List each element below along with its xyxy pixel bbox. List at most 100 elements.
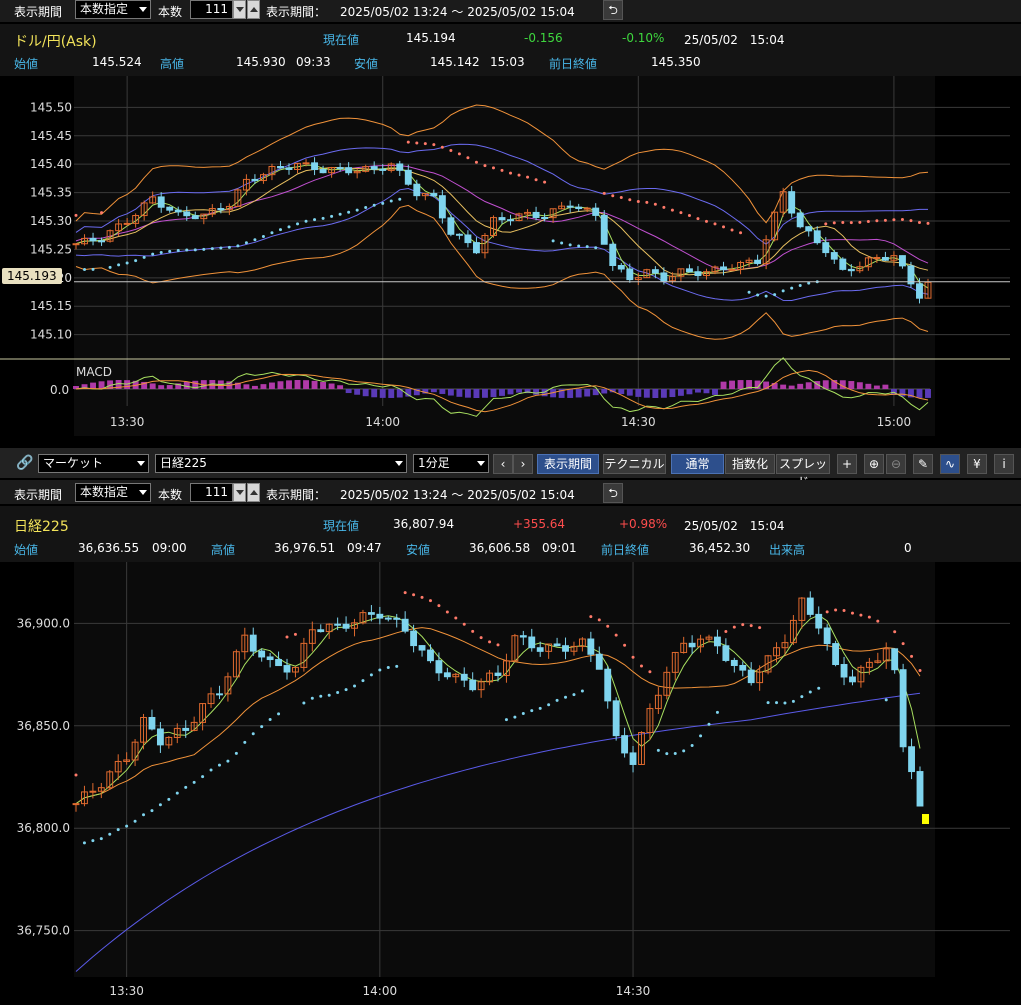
top-count-up-icon[interactable] xyxy=(247,0,260,19)
top-count-down-icon[interactable] xyxy=(233,0,246,19)
parabolic-sar-dot xyxy=(687,213,691,217)
parabolic-sar-dot xyxy=(917,220,921,224)
parabolic-sar-dot xyxy=(665,752,669,756)
macd-histogram-bar xyxy=(422,389,429,394)
pencil-icon[interactable]: ✎ xyxy=(913,454,933,474)
parabolic-sar-dot xyxy=(900,218,904,222)
top-high-label: 高値 xyxy=(160,57,185,71)
bottom-high-time: 09:47 xyxy=(347,541,382,555)
candle-body xyxy=(174,209,182,213)
plus-icon[interactable]: + xyxy=(837,454,857,474)
macd-histogram-bar xyxy=(643,389,650,398)
mode-spread-button[interactable]: スプレッド xyxy=(776,454,830,489)
current-price-marker: 145.193 xyxy=(2,268,62,284)
market-select[interactable]: マーケット xyxy=(38,454,149,473)
candle-body xyxy=(156,728,164,746)
bottom-range-label: 表示期間： xyxy=(266,488,327,502)
parabolic-sar-dot xyxy=(219,246,223,250)
parabolic-sar-dot xyxy=(739,231,743,235)
candle-body xyxy=(334,623,342,626)
macd-histogram-bar xyxy=(183,381,190,389)
candle-body xyxy=(714,636,721,647)
usdjpy-chart[interactable]: 145.50 145.45 145.40 145.35 145.30 145.25 145.… xyxy=(0,76,1021,446)
tab-technical[interactable]: テクニカル xyxy=(603,454,666,474)
bottom-period-mode-select[interactable]: 本数指定 xyxy=(75,483,151,502)
candle-body xyxy=(106,771,114,789)
zoom-in-icon[interactable]: ⊕ xyxy=(864,454,884,474)
chevron-right-icon[interactable]: › xyxy=(513,454,533,474)
macd-histogram-bar xyxy=(788,385,795,389)
yen-icon[interactable]: ¥ xyxy=(967,454,987,474)
parabolic-sar-dot xyxy=(526,175,530,179)
candle-body xyxy=(242,178,250,191)
candle-body xyxy=(629,752,637,765)
y-tick-label: 145.35 xyxy=(30,186,72,200)
parabolic-sar-dot xyxy=(125,261,129,265)
macd-histogram-bar xyxy=(703,389,710,394)
top-datetime: 25/05/02 15:04 xyxy=(684,33,785,47)
candle-body xyxy=(789,619,797,644)
parabolic-sar-dot xyxy=(606,624,610,628)
macd-histogram-bar xyxy=(746,380,753,389)
parabolic-sar-dot xyxy=(296,222,300,226)
candle-body xyxy=(549,208,557,219)
parabolic-sar-dot xyxy=(168,249,172,253)
bottom-volume-label: 出来高 xyxy=(769,543,806,557)
nikkei225-chart[interactable]: 36,900.0 36,850.0 36,800.0 36,750.0 13:30 14:… xyxy=(0,562,1021,1005)
candle-body xyxy=(311,162,319,171)
info-icon[interactable]: i xyxy=(994,454,1014,474)
bottom-count-up-icon[interactable] xyxy=(247,483,260,502)
market-select-value: マーケット xyxy=(43,456,104,470)
candle-body xyxy=(302,162,310,165)
bottom-count-down-icon[interactable] xyxy=(233,483,246,502)
parabolic-sar-dot xyxy=(724,629,728,633)
macd-histogram-bar xyxy=(345,389,352,394)
y-tick-label: 145.10 xyxy=(30,328,72,342)
macd-histogram-bar xyxy=(499,389,505,396)
bottom-count-input[interactable]: 111 xyxy=(190,483,233,502)
zoom-out-icon[interactable]: ⊖ xyxy=(886,454,906,474)
interval-select[interactable]: 1分足 xyxy=(413,454,489,473)
candle-body xyxy=(600,214,608,245)
refresh-icon[interactable]: ⮌ xyxy=(603,0,623,20)
candle-body xyxy=(387,163,395,171)
parabolic-sar-dot xyxy=(142,255,146,259)
parabolic-sar-dot xyxy=(722,225,726,229)
candle-body xyxy=(308,629,316,644)
macd-histogram-bar xyxy=(81,384,88,389)
macd-histogram-bar xyxy=(371,389,378,398)
link-icon[interactable]: 🔗 xyxy=(16,455,34,471)
parabolic-sar-dot xyxy=(108,832,112,836)
candle-body xyxy=(703,271,710,277)
macd-histogram-bar xyxy=(686,389,693,395)
top-count-input[interactable]: 111 xyxy=(190,0,233,19)
macd-histogram-bar xyxy=(805,382,812,389)
mode-normal-button[interactable]: 通常 xyxy=(671,454,724,474)
top-change-value: -0.156 xyxy=(524,31,563,45)
parabolic-sar-dot xyxy=(859,613,863,617)
candle-body xyxy=(916,283,923,299)
parabolic-sar-dot xyxy=(91,839,95,843)
candle-body xyxy=(438,195,446,219)
candle-body xyxy=(72,803,80,806)
macd-histogram-bar xyxy=(533,389,540,395)
macd-histogram-bar xyxy=(251,385,258,389)
mode-indexed-button[interactable]: 指数化 xyxy=(725,454,775,474)
tab-display-period[interactable]: 表示期間 xyxy=(537,454,599,474)
parabolic-sar-dot xyxy=(100,211,104,215)
candle-body xyxy=(460,673,468,681)
candle-body xyxy=(891,648,899,671)
candle-body xyxy=(443,672,451,678)
macd-histogram-bar xyxy=(763,381,770,389)
symbol-select[interactable]: 日経225 xyxy=(155,454,407,473)
parabolic-sar-dot xyxy=(457,152,461,156)
macd-histogram-bar xyxy=(311,380,318,389)
chevron-left-icon[interactable]: ‹ xyxy=(493,454,513,474)
parabolic-sar-dot xyxy=(517,173,521,177)
refresh-icon[interactable]: ⮌ xyxy=(603,483,623,503)
macd-histogram-bar xyxy=(729,380,735,389)
candle-body xyxy=(268,166,276,176)
chart-icon[interactable]: ∿ xyxy=(940,454,960,474)
candle-body xyxy=(464,234,472,244)
top-period-mode-select[interactable]: 本数指定 xyxy=(75,0,151,19)
